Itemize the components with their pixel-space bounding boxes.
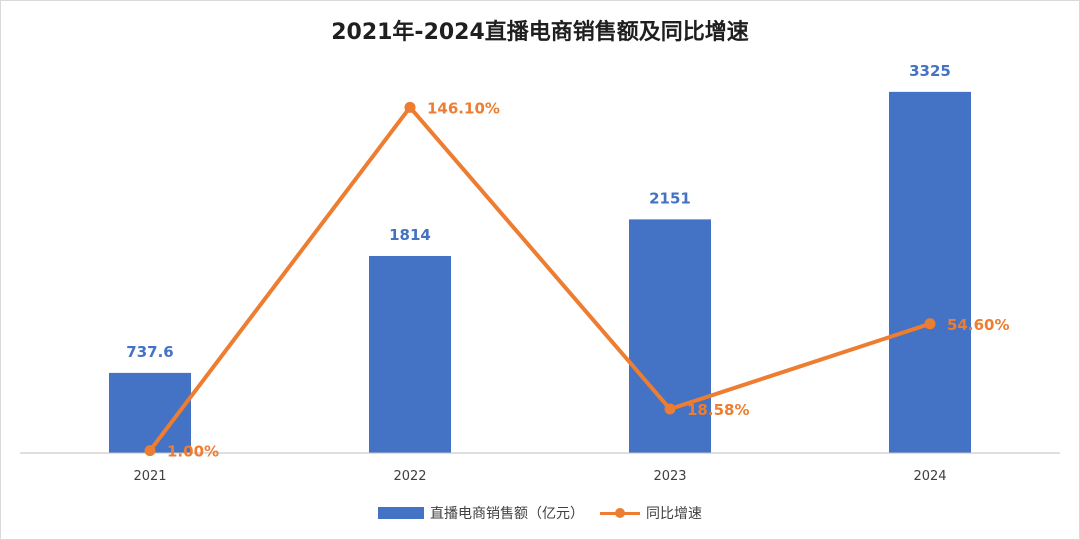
legend-item-sales[interactable]: 直播电商销售额（亿元）	[378, 503, 584, 523]
growth-point-2021	[144, 445, 156, 457]
x-tick-2024: 2024	[913, 469, 946, 484]
growth-label-2022: 146.10%	[427, 99, 500, 117]
legend-item-growth[interactable]: 同比增速	[600, 503, 702, 523]
bar-2022	[369, 255, 451, 453]
growth-point-2022	[404, 101, 416, 113]
bar-label-2021: 737.6	[126, 343, 173, 361]
growth-label-2024: 54.60%	[947, 316, 1009, 334]
legend-swatch-bar	[378, 507, 424, 519]
legend-label-sales: 直播电商销售额（亿元）	[430, 506, 584, 522]
x-tick-2023: 2023	[653, 469, 686, 484]
growth-label-2023: 18.58%	[687, 401, 749, 419]
x-tick-2021: 2021	[133, 469, 166, 484]
bar-label-2024: 3325	[909, 62, 951, 80]
legend-swatch-line	[600, 507, 640, 519]
legend-label-growth: 同比增速	[646, 506, 702, 522]
bar-label-2022: 1814	[389, 226, 431, 244]
bar-label-2023: 2151	[649, 189, 691, 207]
bar-2024	[889, 91, 971, 454]
growth-label-2021: 1.00%	[167, 443, 219, 461]
growth-line	[148, 105, 932, 453]
legend: 直播电商销售额（亿元） 同比增速	[0, 503, 1080, 523]
chart-title: 2021年-2024直播电商销售额及同比增速	[331, 20, 749, 45]
growth-point-2024	[924, 318, 936, 330]
growth-point-2023	[664, 403, 676, 415]
x-tick-2022: 2022	[393, 469, 426, 484]
